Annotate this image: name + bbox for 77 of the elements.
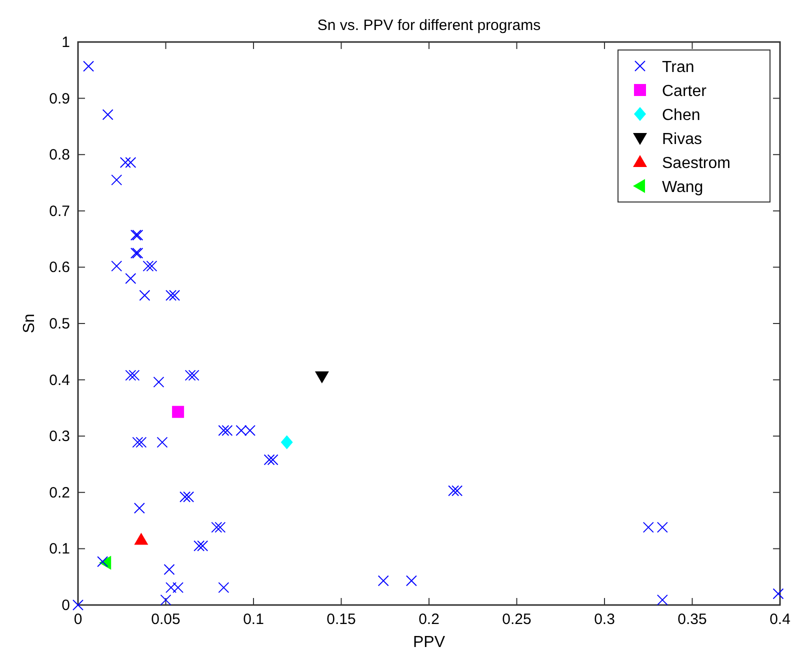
point: [132, 436, 144, 448]
point: [222, 424, 233, 436]
x-tick-label: 0.05: [151, 611, 180, 628]
y-tick-label: 1: [62, 34, 70, 51]
point: [83, 60, 94, 72]
point: [134, 532, 148, 545]
point: [188, 370, 200, 381]
y-axis-title: Sn: [21, 314, 38, 334]
y-tick-label: 0.2: [49, 484, 70, 502]
point: [183, 491, 194, 502]
point: [128, 370, 140, 381]
x-tick-label: 0.2: [418, 611, 440, 628]
point: [146, 260, 158, 272]
point: [102, 109, 114, 120]
x-axis-title: PPV: [412, 634, 446, 651]
point: [267, 454, 278, 466]
point: [264, 454, 275, 466]
x-tick-label: 0.15: [326, 611, 356, 628]
point: [656, 594, 668, 606]
x-tick-label: 0.35: [678, 611, 707, 628]
point: [656, 522, 668, 533]
point: [452, 485, 463, 496]
point: [166, 290, 177, 301]
point: [214, 522, 226, 533]
x-tick-label: 0.1: [243, 611, 264, 628]
legend-label: Saestrom: [662, 155, 730, 172]
point: [142, 260, 154, 272]
y-tick-label: 0.4: [49, 372, 70, 389]
chart-title: Sn vs. PPV for different programs: [317, 17, 541, 34]
point: [136, 436, 147, 448]
point: [180, 491, 191, 502]
point: [111, 260, 122, 272]
point: [406, 575, 417, 586]
x-tick-label: 0.4: [770, 611, 790, 628]
point: [378, 575, 389, 586]
point: [642, 522, 654, 533]
y-tick-label: 0.5: [49, 316, 70, 332]
point: [197, 540, 208, 552]
point: [280, 435, 293, 450]
point: [211, 522, 222, 533]
x-tick-label: 0.3: [594, 611, 615, 628]
legend-label: Chen: [662, 107, 700, 124]
y-tick-label: 0: [62, 597, 70, 614]
point: [72, 600, 84, 610]
legend-label: Wang: [662, 179, 704, 196]
legend-label: Tran: [662, 59, 694, 76]
point: [169, 290, 180, 301]
point: [772, 588, 784, 600]
y-tick-label: 0.8: [49, 146, 70, 164]
legend-label: Carter: [662, 83, 708, 100]
x-tick-label: 0: [74, 611, 82, 628]
y-tick-label: 0.7: [49, 202, 70, 220]
point: [194, 540, 205, 552]
point: [156, 436, 168, 448]
point: [164, 564, 175, 576]
point: [111, 174, 122, 186]
y-tick-label: 0.3: [49, 428, 70, 446]
point: [314, 371, 329, 384]
point: [97, 556, 108, 568]
point: [139, 290, 150, 301]
point: [448, 485, 460, 496]
point: [134, 502, 145, 514]
legend-label: Rivas: [662, 131, 702, 148]
point: [153, 376, 164, 388]
point: [172, 406, 184, 418]
y-tick-label: 0.1: [49, 540, 70, 558]
y-tick-label: 0.6: [49, 259, 70, 276]
point: [160, 594, 172, 606]
point: [125, 370, 136, 381]
point: [218, 582, 230, 594]
point: [125, 272, 136, 284]
x-tick-label: 0.25: [502, 611, 532, 628]
point: [120, 156, 131, 168]
y-tick-label: 0.9: [49, 90, 70, 108]
point: [184, 370, 196, 381]
point: [218, 424, 230, 436]
point: [125, 156, 136, 168]
